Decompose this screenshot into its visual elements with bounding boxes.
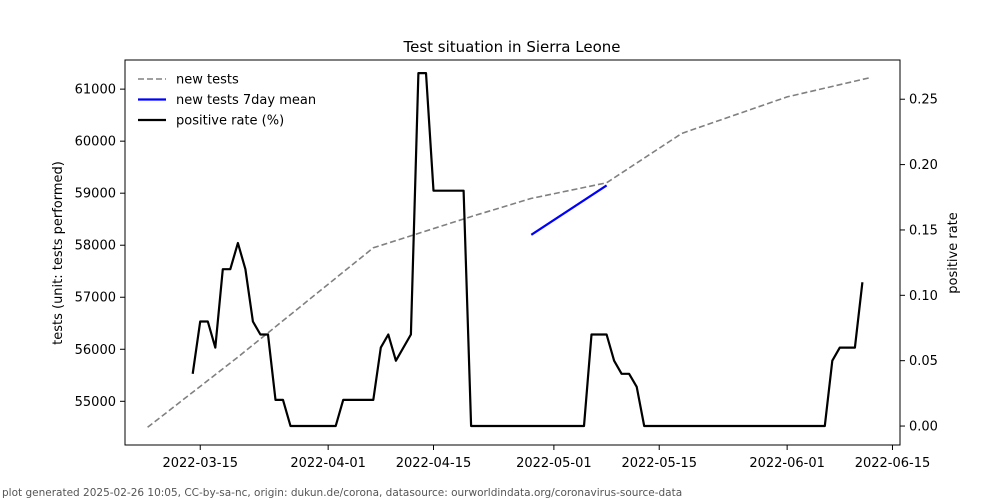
y2-tick-label: 0.10 xyxy=(909,289,938,304)
legend: new tests new tests 7day mean positive rat… xyxy=(138,73,316,129)
y-tick-label: 59000 xyxy=(75,187,116,202)
y-tick-label: 56000 xyxy=(75,343,116,358)
legend-label-1: new tests 7day mean xyxy=(176,93,316,108)
x-tick-label: 2022-04-15 xyxy=(396,456,472,471)
chart-title: Test situation in Sierra Leone xyxy=(403,38,621,56)
y-tick-label: 57000 xyxy=(75,291,116,306)
footer-credit: plot generated 2025-02-26 10:05, CC-by-s… xyxy=(2,487,683,499)
axes-layer: 2022-03-15 2022-04-01 2022-04-15 2022-05-01… xyxy=(75,59,938,471)
y-tick-label: 60000 xyxy=(75,135,116,150)
y-tick-label: 61000 xyxy=(75,83,116,98)
y2-tick-label: 0.00 xyxy=(909,420,938,435)
series-layer xyxy=(147,71,871,428)
y2-tick-label: 0.05 xyxy=(909,354,938,369)
y2-tick-label: 0.25 xyxy=(909,93,938,108)
series-line-1 xyxy=(530,184,608,236)
y-axis-label: tests (unit: tests performed) xyxy=(51,161,66,345)
x-tick-label: 2022-05-15 xyxy=(621,456,697,471)
x-tick-label: 2022-03-15 xyxy=(162,456,238,471)
x-tick-label: 2022-04-01 xyxy=(290,456,366,471)
y2-tick-label: 0.15 xyxy=(909,223,938,238)
y2-tick-label: 0.20 xyxy=(909,158,938,173)
legend-label-0: new tests xyxy=(176,73,239,88)
plot-frame xyxy=(124,59,901,446)
x-tick-label: 2022-06-01 xyxy=(749,456,825,471)
legend-label-2: positive rate (%) xyxy=(176,114,284,129)
x-tick-label: 2022-05-01 xyxy=(516,456,592,471)
y-tick-label: 55000 xyxy=(75,395,116,410)
series-line-2 xyxy=(191,71,864,428)
y2-axis-label: positive rate xyxy=(946,212,961,294)
series-line-0 xyxy=(147,76,871,428)
x-tick-label: 2022-06-15 xyxy=(855,456,931,471)
y-tick-label: 58000 xyxy=(75,239,116,254)
